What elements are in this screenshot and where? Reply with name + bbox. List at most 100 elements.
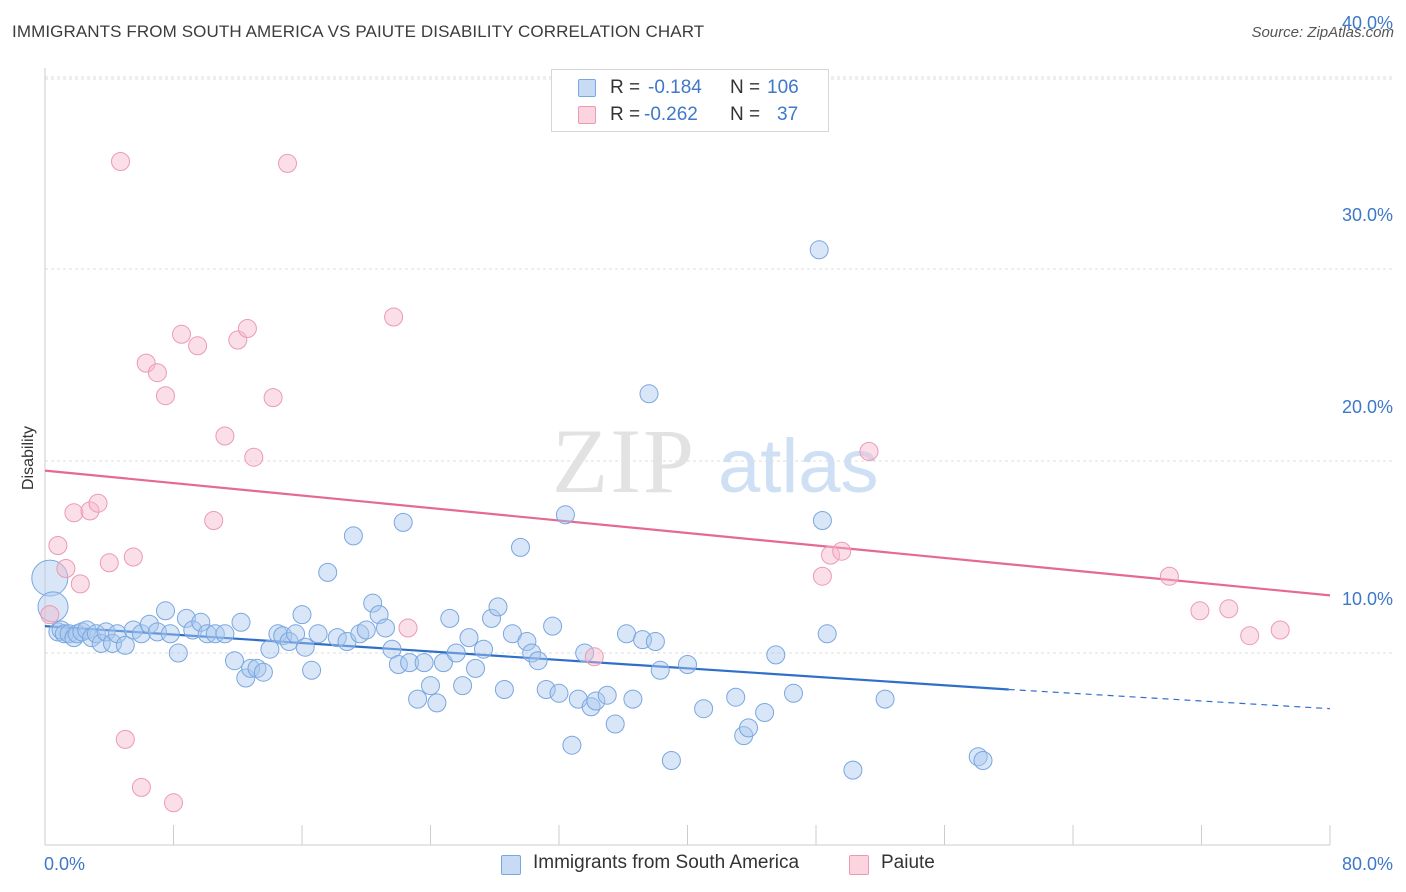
data-point: [376, 618, 395, 638]
data-point: [586, 691, 606, 711]
data-point: [494, 680, 514, 699]
legend-swatch-blue: [578, 79, 596, 97]
data-point: [260, 639, 280, 659]
data-point: [363, 593, 383, 613]
data-point: [645, 632, 665, 651]
data-point: [64, 503, 84, 523]
y-tick-label: 30.0%: [1342, 205, 1393, 225]
data-point: [605, 714, 625, 734]
legend-label: Paiute: [881, 852, 935, 873]
chart-source: Source: ZipAtlas.com: [1251, 24, 1394, 41]
data-point: [168, 643, 188, 663]
data-point: [414, 653, 434, 673]
data-point: [318, 562, 338, 582]
data-point: [115, 635, 135, 655]
x-tick-label-min: 0.0%: [44, 854, 85, 874]
axes: [44, 68, 1331, 846]
data-point: [225, 651, 244, 671]
data-point: [812, 566, 832, 586]
trend-lines: [44, 469, 1331, 710]
data-point: [164, 793, 183, 813]
data-point: [427, 693, 447, 713]
legend-swatch-pink: [849, 855, 869, 875]
data-point: [56, 559, 76, 578]
data-point: [393, 512, 413, 532]
data-point: [204, 511, 224, 530]
chart-title: IMMIGRANTS FROM SOUTH AMERICA VS PAIUTE …: [12, 22, 705, 41]
data-point: [31, 559, 69, 597]
data-point: [356, 620, 376, 640]
stats-legend-row-pink: R = -0.262 N = 37: [552, 102, 828, 128]
data-point: [617, 624, 636, 644]
n-label: N =: [730, 77, 761, 98]
data-point: [400, 653, 420, 673]
data-point: [183, 620, 203, 640]
data-point: [136, 353, 156, 373]
data-point: [86, 624, 106, 644]
data-point: [474, 639, 493, 659]
y-tick-label: 10.0%: [1342, 589, 1393, 609]
legend-swatch-pink: [578, 106, 596, 124]
data-point: [244, 447, 264, 467]
data-point: [308, 624, 328, 644]
data-point: [236, 668, 256, 688]
stats-legend: R = -0.184 N = 106 R = -0.262 N = 37: [551, 69, 829, 132]
data-point: [286, 624, 306, 644]
data-point: [859, 441, 879, 461]
data-point: [107, 624, 127, 644]
data-point: [70, 574, 90, 594]
trend-line-immigrants: [44, 625, 1009, 691]
data-point: [408, 689, 428, 709]
data-point: [343, 526, 363, 546]
data-point: [809, 240, 829, 260]
data-point: [123, 547, 143, 567]
data-point: [575, 643, 595, 663]
axis-labels: 10.0% 20.0% 30.0% 40.0% 0.0% 80.0% Disability: [20, 13, 1393, 874]
data-point: [639, 384, 659, 404]
data-point: [522, 643, 542, 663]
data-point: [91, 633, 111, 653]
data-point: [156, 386, 175, 406]
data-point: [1219, 599, 1239, 619]
data-point: [446, 643, 466, 663]
r-value: -0.184: [648, 77, 702, 98]
data-point: [99, 553, 119, 573]
data-point: [459, 628, 479, 648]
data-point: [543, 616, 563, 636]
stats-legend-row-blue: R = -0.184 N = 106: [552, 75, 828, 101]
data-point: [302, 660, 322, 680]
data-point: [191, 612, 211, 632]
data-point: [1159, 566, 1179, 586]
data-point: [160, 624, 180, 644]
data-point: [147, 363, 167, 383]
r-label: R =: [610, 104, 641, 125]
data-point: [433, 653, 453, 673]
data-point: [661, 751, 681, 770]
data-point: [1240, 626, 1260, 646]
data-point: [784, 683, 803, 703]
data-point: [295, 637, 315, 657]
data-point: [111, 152, 130, 171]
data-point: [555, 505, 575, 525]
data-point: [398, 618, 418, 638]
data-point: [278, 153, 297, 173]
data-point: [623, 689, 643, 709]
data-point: [292, 605, 312, 625]
data-point: [421, 676, 440, 696]
data-point: [327, 628, 347, 648]
data-point: [40, 605, 60, 625]
data-point: [482, 608, 501, 628]
y-axis-label: Disability: [20, 426, 37, 490]
data-point: [1190, 601, 1210, 621]
data-point: [678, 655, 697, 674]
data-point: [817, 624, 837, 644]
data-point: [215, 624, 235, 644]
data-point: [88, 493, 108, 513]
legend-label: Immigrants from South America: [533, 852, 800, 873]
data-point: [241, 658, 261, 678]
data-point: [511, 537, 530, 557]
y-tick-label: 40.0%: [1342, 13, 1393, 33]
r-label: R =: [610, 77, 641, 98]
series-paiute: [40, 152, 1290, 813]
watermark-zip: ZIP: [552, 410, 696, 512]
